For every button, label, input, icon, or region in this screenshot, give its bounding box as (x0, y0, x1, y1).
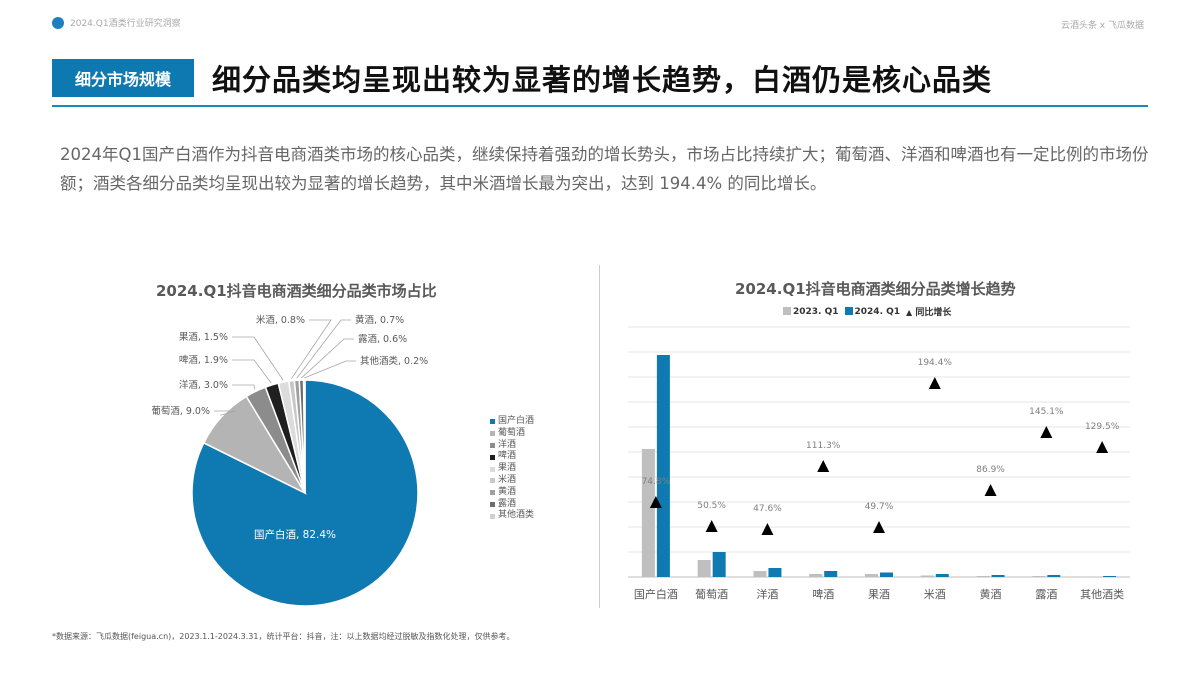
svg-text:74.8%: 74.8% (642, 477, 671, 487)
svg-text:洋酒, 3.0%: 洋酒, 3.0% (179, 379, 228, 391)
legend-item: 国产白酒 (490, 416, 534, 428)
svg-text:145.1%: 145.1% (1029, 407, 1064, 417)
logo-icon (52, 16, 64, 29)
svg-text:111.3%: 111.3% (806, 441, 841, 451)
legend-item: 黄酒 (490, 487, 534, 499)
section-tag: 细分市场规模 (52, 59, 194, 97)
bar-chart-title: 2024.Q1抖音电商酒类细分品类增长趋势 (735, 280, 1016, 298)
legend-item: 葡萄酒 (490, 428, 534, 440)
report-title: 2024.Q1酒类行业研究洞察 (70, 19, 181, 29)
section-header: 细分市场规模 细分品类均呈现出较为显著的增长趋势，白酒仍是核心品类 (52, 59, 1148, 107)
bar-2024 (991, 575, 1005, 577)
svg-text:其他酒类: 其他酒类 (1080, 587, 1124, 601)
bar-2024 (656, 355, 670, 577)
svg-text:47.6%: 47.6% (753, 504, 782, 514)
footnote: *数据来源：飞瓜数据(feigua.cn)，2023.1.1-2024.3.31… (52, 632, 515, 641)
svg-text:露酒, 0.6%: 露酒, 0.6% (358, 334, 407, 345)
svg-text:86.9%: 86.9% (976, 465, 1005, 475)
svg-text:露酒: 露酒 (1035, 588, 1057, 601)
legend-2023: 2023. Q1 (783, 307, 839, 317)
bar-legend: 2023. Q1 2024. Q1 ▲ 同比增长 (783, 305, 951, 318)
bar-2023 (697, 560, 711, 577)
legend-item: 米酒 (490, 475, 534, 487)
svg-text:啤酒: 啤酒 (812, 587, 834, 601)
svg-text:米酒: 米酒 (924, 588, 946, 601)
legend-item: 啤酒 (490, 451, 534, 463)
legend-item: 果酒 (490, 463, 534, 475)
svg-text:国产白酒, 82.4%: 国产白酒, 82.4% (254, 528, 336, 541)
svg-text:其他酒类, 0.2%: 其他酒类, 0.2% (360, 355, 428, 367)
divider (599, 265, 600, 608)
bar-chart: 74.8% 国产白酒 50.5% 葡萄酒 47.6% 洋酒 111.3% 啤酒 49.7% 果酒 1… (628, 326, 1130, 601)
legend-item: 洋酒 (490, 440, 534, 452)
bar-2023 (809, 574, 823, 577)
report-credit: 云酒头条 x 飞瓜数据 (1060, 21, 1144, 31)
bar-2024 (1047, 575, 1061, 577)
svg-text:194.4%: 194.4% (918, 358, 953, 368)
bar-2024 (880, 572, 893, 577)
svg-text:米酒, 0.8%: 米酒, 0.8% (256, 314, 305, 326)
pie-legend: 国产白酒 葡萄酒 洋酒 啤酒 果酒 米酒 黄酒 露酒 其他酒类 (490, 416, 534, 522)
bar-2023 (920, 575, 934, 577)
bar-2023 (641, 449, 655, 577)
svg-text:黄酒, 0.7%: 黄酒, 0.7% (355, 314, 404, 326)
legend-item: 露酒 (490, 499, 534, 511)
page-title: 细分品类均呈现出较为显著的增长趋势，白酒仍是核心品类 (212, 63, 993, 97)
svg-text:洋酒: 洋酒 (756, 587, 778, 601)
bar-2024 (1103, 576, 1117, 577)
bar-2024 (768, 568, 782, 577)
bar-2023 (1032, 576, 1046, 577)
svg-text:129.5%: 129.5% (1085, 422, 1120, 432)
bar-2023 (865, 574, 878, 577)
legend-item: 其他酒类 (490, 510, 534, 522)
bar-2024 (824, 571, 838, 577)
pie-chart-title: 2024.Q1抖音电商酒类细分品类市场占比 (156, 282, 437, 300)
pie-chart: 国产白酒, 82.4% 葡萄酒, 9.0% 洋酒, 3.0% 啤酒, 1.9% 果酒, … (151, 314, 428, 607)
intro-paragraph: 2024年Q1国产白酒作为抖音电商酒类市场的核心品类，继续保持着强劲的增长势头，… (60, 145, 1149, 193)
legend-growth: ▲ 同比增长 (906, 308, 952, 318)
report-header-left: 2024.Q1酒类行业研究洞察 (52, 16, 181, 29)
svg-text:黄酒: 黄酒 (980, 587, 1002, 601)
svg-text:葡萄酒: 葡萄酒 (695, 588, 728, 601)
svg-text:国产白酒: 国产白酒 (634, 587, 678, 601)
svg-text:啤酒, 1.9%: 啤酒, 1.9% (179, 354, 228, 366)
bar-2023 (976, 576, 990, 577)
bar-2024 (712, 552, 726, 577)
bar-2024 (935, 574, 949, 577)
svg-text:葡萄酒, 9.0%: 葡萄酒, 9.0% (151, 405, 210, 417)
svg-text:50.5%: 50.5% (697, 501, 726, 511)
svg-text:果酒, 1.5%: 果酒, 1.5% (179, 332, 228, 343)
triangle-icon: ▲ (906, 308, 913, 317)
bar-2023 (753, 571, 767, 577)
svg-text:果酒: 果酒 (868, 588, 890, 601)
pie-slice (302, 379, 306, 494)
svg-text:49.7%: 49.7% (865, 502, 894, 512)
legend-2024: 2024. Q1 (844, 307, 900, 317)
